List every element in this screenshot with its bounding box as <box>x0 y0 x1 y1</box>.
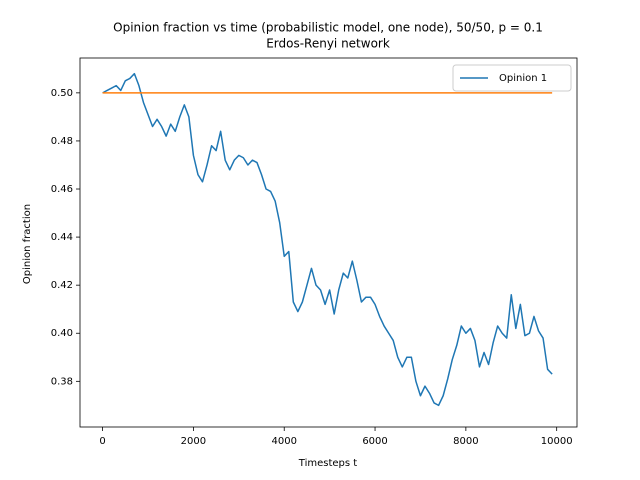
x-tick-label: 6000 <box>362 436 387 447</box>
x-tick-label: 4000 <box>271 436 296 447</box>
x-tick-label: 10000 <box>541 436 573 447</box>
y-tick-label: 0.38 <box>51 376 73 387</box>
chart-title: Opinion fraction vs time (probabilistic … <box>113 21 543 35</box>
y-tick-label: 0.44 <box>51 232 73 243</box>
plot-frame <box>79 57 578 428</box>
data-line <box>102 72 553 407</box>
legend-label: Opinion 1 <box>499 73 547 84</box>
x-tick-label: 0 <box>99 436 105 447</box>
x-tick-label: 2000 <box>181 436 206 447</box>
y-tick-label: 0.40 <box>51 328 73 339</box>
x-axis-label: Timesteps t <box>298 458 357 469</box>
chart-subtitle: Erdos-Renyi network <box>266 37 390 51</box>
y-axis-label: Opinion fraction <box>22 204 33 284</box>
y-tick-label: 0.50 <box>51 88 73 99</box>
y-tick-label: 0.48 <box>51 136 73 147</box>
y-tick-label: 0.46 <box>51 184 73 195</box>
y-tick-label: 0.42 <box>51 280 73 291</box>
legend-box <box>452 64 572 92</box>
x-tick-label: 8000 <box>453 436 478 447</box>
